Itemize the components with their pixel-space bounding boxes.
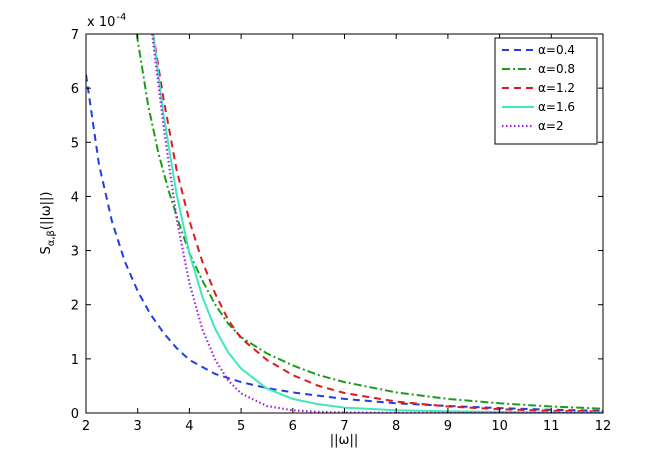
series-line-1 [86, 74, 603, 412]
svg-text:Sα,β(||ω||): Sα,β(||ω||) [39, 192, 57, 255]
x-tick-label: 7 [340, 419, 348, 434]
y-tick-label: 7 [71, 28, 79, 43]
legend-box [494, 37, 598, 145]
legend-label-1: α=0.4 [538, 43, 575, 57]
legend: α=0.4 α=0.8 α=1.2 α=1.6 α=2 [494, 37, 598, 145]
y-axis-label: Sα,β(||ω||) [39, 192, 57, 255]
legend-label-2: α=0.8 [538, 62, 575, 76]
y-tick-label: 1 [71, 353, 79, 368]
x-tick-label: 6 [289, 419, 297, 434]
y-axis-label-tail: (||ω||) [39, 192, 54, 231]
x-tick-label: 8 [392, 419, 400, 434]
x-tick-label: 10 [491, 419, 508, 434]
y-tick-label: 5 [71, 136, 79, 151]
y-exponent-label: x 10-4 [87, 12, 126, 30]
series-line-5 [151, 34, 603, 413]
x-tick-label: 5 [237, 419, 245, 434]
x-tick-label: 4 [185, 419, 193, 434]
y-axis-label-subscript: α,β [46, 230, 57, 246]
series-layer [86, 34, 603, 413]
x-tick-label: 12 [595, 419, 612, 434]
y-tick-label: 4 [71, 190, 79, 205]
y-tick-label: 0 [71, 407, 79, 422]
legend-label-4: α=1.6 [538, 100, 575, 114]
y-axis-label-main: S [39, 246, 54, 254]
x-tick-label: 11 [543, 419, 560, 434]
plot-area [86, 34, 603, 413]
legend-label-5: α=2 [538, 119, 564, 133]
y-exponent-power: -4 [116, 12, 126, 23]
x-axis: 2 3 4 5 6 7 8 9 10 11 12 [82, 34, 611, 434]
y-exponent-prefix: x 10 [87, 15, 115, 30]
y-tick-label: 6 [71, 82, 79, 97]
y-tick-label: 3 [71, 245, 79, 260]
x-tick-label: 3 [134, 419, 142, 434]
y-tick-label: 2 [71, 299, 79, 314]
x-tick-label: 2 [82, 419, 90, 434]
x-axis-label: ||ω|| [330, 433, 358, 448]
y-axis: 0 1 2 3 4 5 6 7 [71, 28, 603, 422]
x-tick-label: 9 [444, 419, 452, 434]
series-line-4 [152, 34, 603, 413]
legend-label-3: α=1.2 [538, 81, 575, 95]
series-line-3 [152, 34, 603, 413]
